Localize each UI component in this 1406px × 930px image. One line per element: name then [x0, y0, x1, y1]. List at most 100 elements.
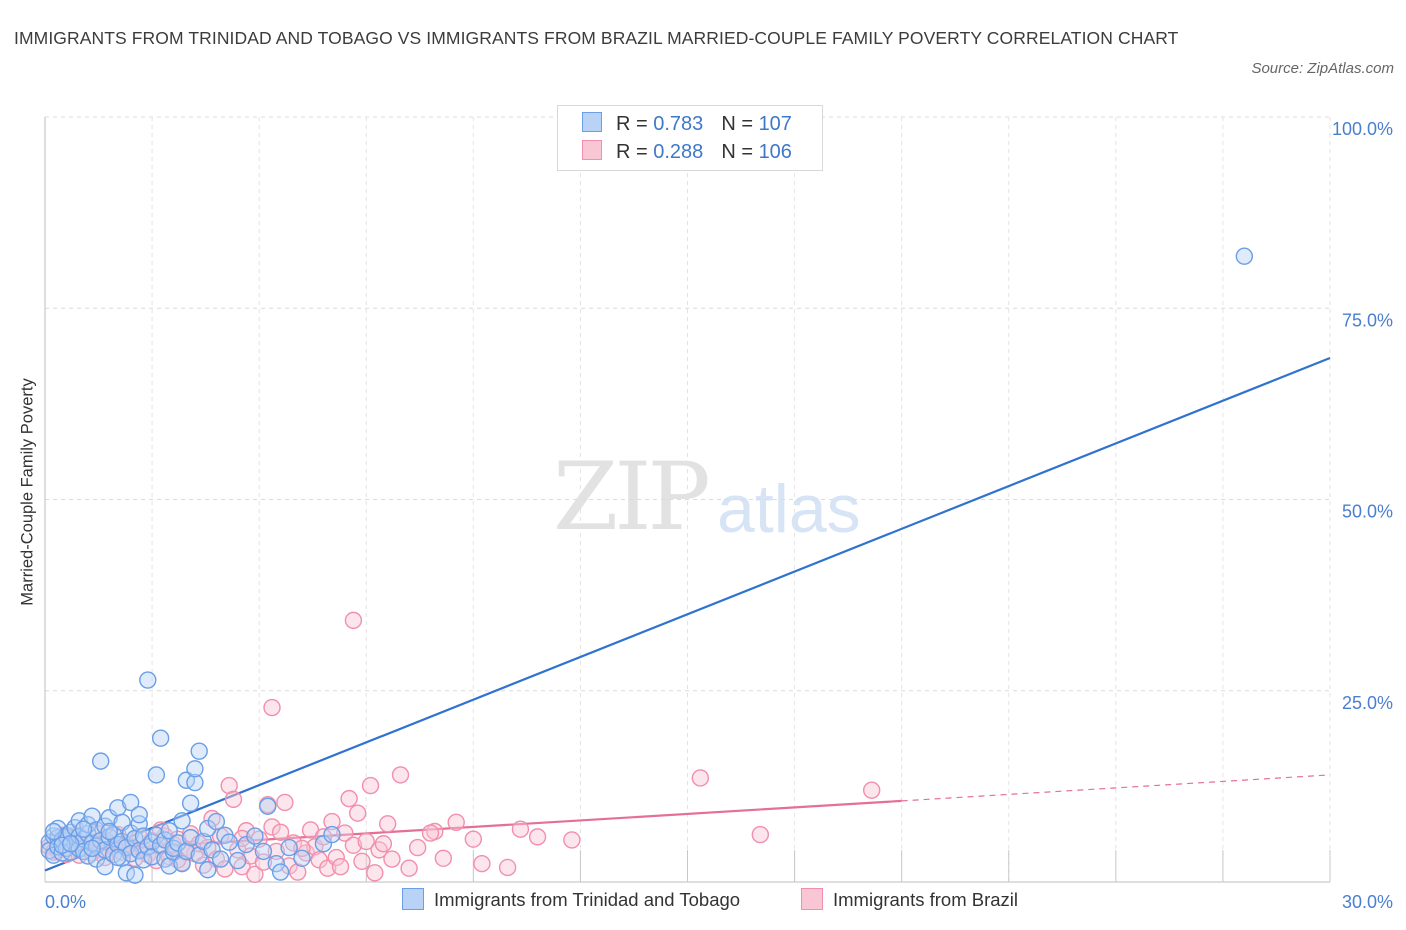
point-trinidad: [254, 842, 273, 861]
point-brazil: [246, 865, 264, 884]
point-brazil: [691, 769, 710, 787]
point-brazil: [323, 812, 341, 831]
point-trinidad: [151, 729, 170, 747]
legend-item-brazil: Immigrants from Brazil: [801, 888, 1018, 911]
n-value-trinidad: 107: [758, 113, 792, 135]
r-value-trinidad: 0.783: [653, 113, 704, 135]
y-tick-label: 25.0%: [1342, 693, 1393, 713]
point-brazil: [327, 848, 345, 867]
point-trinidad: [160, 822, 178, 840]
point-brazil: [751, 825, 770, 844]
point-trinidad: [96, 858, 114, 876]
point-trinidad: [100, 822, 118, 841]
point-brazil: [447, 813, 465, 832]
point-trinidad: [109, 848, 127, 867]
point-brazil: [216, 860, 234, 878]
point-trinidad: [147, 826, 166, 845]
point-brazil: [263, 698, 281, 717]
point-brazil: [276, 793, 294, 812]
point-brazil: [383, 850, 401, 868]
point-trinidad: [199, 861, 217, 879]
grid-lines: [45, 116, 1331, 882]
r-value-brazil: 0.288: [653, 141, 704, 163]
point-brazil: [331, 858, 350, 876]
point-trinidad: [323, 825, 341, 844]
point-trinidad: [229, 851, 247, 870]
point-trinidad: [267, 854, 285, 873]
point-brazil: [220, 776, 238, 795]
point-trinidad: [61, 835, 80, 853]
point-trinidad: [173, 812, 191, 830]
point-brazil: [340, 789, 358, 808]
point-brazil: [374, 835, 393, 853]
trend-line-dashed-1: [901, 774, 1331, 802]
point-brazil: [353, 852, 371, 871]
point-brazil: [344, 836, 363, 854]
point-trinidad: [53, 836, 71, 854]
point-trinidad: [190, 846, 208, 864]
point-trinidad: [177, 842, 196, 861]
point-trinidad: [126, 866, 144, 884]
point-trinidad: [130, 805, 148, 824]
point-trinidad: [186, 773, 204, 792]
point-trinidad: [147, 766, 166, 784]
point-trinidad: [160, 857, 178, 875]
point-brazil: [421, 824, 440, 842]
x-tick-label: 30.0%: [1342, 892, 1393, 912]
point-trinidad: [190, 742, 208, 760]
legend-item-trinidad: Immigrants from Trinidad and Tobago: [402, 888, 740, 911]
point-trinidad: [181, 828, 200, 847]
point-brazil: [293, 839, 311, 858]
point-brazil: [391, 766, 410, 784]
point-brazil: [473, 854, 491, 873]
tick-labels: 25.0% 50.0% 75.0% 100.0% 0.0% 30.0%: [45, 119, 1393, 912]
source-label: Source: ZipAtlas.com: [1251, 60, 1394, 77]
point-brazil: [348, 804, 367, 822]
point-trinidad: [181, 794, 200, 812]
point-brazil: [267, 842, 285, 861]
point-brazil: [280, 857, 298, 875]
point-brazil: [361, 776, 380, 795]
point-brazil: [366, 864, 384, 882]
point-trinidad: [96, 841, 114, 859]
point-trinidad: [44, 822, 63, 841]
axes: [44, 117, 1331, 883]
point-brazil: [408, 838, 427, 857]
legend-swatch-trinidad-bottom: [402, 888, 424, 910]
point-trinidad: [83, 839, 101, 858]
point-trinidad: [70, 812, 88, 830]
point-trinidad: [293, 849, 311, 867]
chart-title: IMMIGRANTS FROM TRINIDAD AND TOBAGO VS I…: [14, 28, 1179, 48]
point-trinidad: [74, 820, 93, 838]
legend-swatch-brazil: [582, 140, 602, 160]
point-brazil: [336, 824, 354, 842]
point-brazil: [271, 823, 290, 841]
point-trinidad: [91, 752, 110, 770]
point-trinidad: [220, 833, 238, 851]
point-brazil: [344, 611, 363, 630]
stats-row-brazil: R = 0.288 N = 106: [582, 140, 792, 168]
legend-label-trinidad: Immigrants from Trinidad and Tobago: [434, 889, 741, 910]
point-brazil: [400, 859, 418, 877]
point-trinidad: [143, 848, 161, 866]
trend-line-0: [44, 356, 1331, 872]
point-brazil: [862, 781, 881, 799]
data-points: [40, 247, 1254, 884]
watermark-zip: ZIP: [553, 443, 711, 552]
point-brazil: [224, 790, 243, 809]
legend-swatch-trinidad: [582, 112, 602, 132]
point-brazil: [263, 818, 281, 836]
n-value-brazil: 106: [758, 141, 792, 163]
point-brazil: [357, 832, 375, 851]
y-tick-label: 100.0%: [1332, 119, 1393, 139]
legend-swatch-brazil-bottom: [801, 888, 823, 910]
point-brazil: [289, 863, 307, 881]
point-trinidad: [186, 760, 204, 778]
stats-row-trinidad: R = 0.783 N = 107: [582, 112, 792, 140]
point-trinidad: [211, 850, 230, 868]
point-brazil: [434, 849, 453, 867]
point-trinidad: [259, 797, 277, 815]
point-trinidad: [280, 838, 298, 857]
point-brazil: [511, 820, 530, 838]
